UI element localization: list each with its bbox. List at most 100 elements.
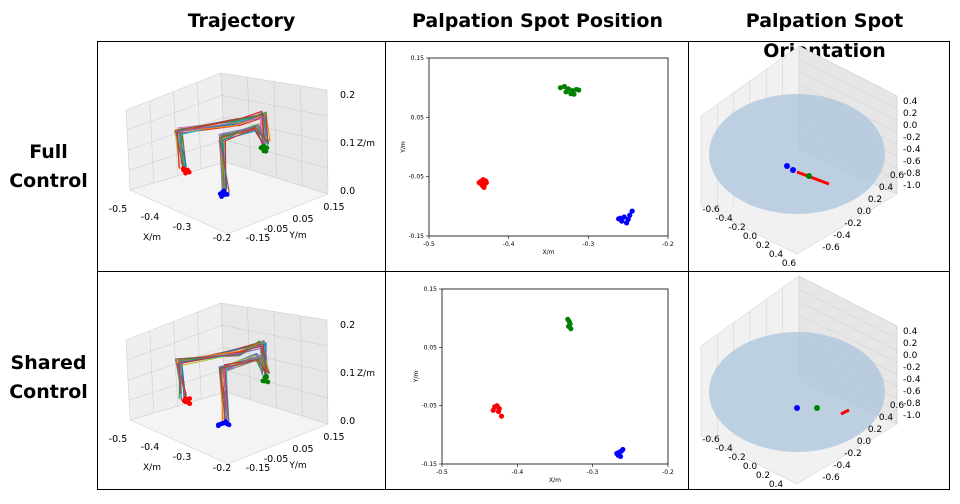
plot-area-frame (441, 288, 669, 465)
trajectory-line (178, 116, 267, 194)
x-tick-label: -0.2 (662, 241, 674, 248)
data-point-red (495, 408, 502, 415)
z-tick-label: -0.2 (903, 133, 921, 143)
z-tick-label: 0.1 (340, 138, 355, 149)
row-title-line2: Control (9, 170, 88, 192)
x-axis-label: X/m (143, 233, 161, 243)
row-title-full-control: Full Control (0, 138, 97, 196)
column-title-orientation: Palpation Spot Orientation (745, 10, 904, 62)
x-tick-label: -0.3 (582, 241, 594, 248)
orientation-sphere-plot-shared: 0.40.20.0-0.2-0.4-0.6-0.8-1.0-0.6-0.4-0.… (700, 275, 921, 489)
y-axis-label: Y/m (288, 461, 306, 471)
x-tick-label: -0.4 (511, 469, 523, 476)
z-tick-label: -1.0 (903, 181, 921, 191)
z-tick-label: 0.1 (340, 368, 355, 379)
y-tick-label: 0.15 (424, 286, 438, 293)
cluster-point-green (264, 145, 270, 151)
z-tick-label: -0.6 (903, 387, 921, 397)
z-tick-label: 0.0 (340, 416, 355, 427)
grid-divider (385, 41, 386, 490)
x-tick-label: 0.0 (743, 462, 758, 472)
x-tick-label: 0.2 (756, 471, 770, 481)
grid-line (798, 58, 898, 109)
data-point-blue (617, 453, 624, 460)
x-tick-label: -0.2 (728, 223, 746, 233)
cluster-point-green (258, 145, 264, 151)
cluster-point-blue (223, 419, 229, 425)
row-title-line2: Control (9, 381, 88, 403)
z-tick-label: 0.2 (903, 339, 917, 349)
x-tick-label: -0.4 (715, 214, 733, 224)
x-tick-label: 0.4 (769, 480, 784, 489)
z-axis-label: Z/m (357, 139, 375, 149)
trajectory-3d-plot-shared: -0.5 -0.4 -0.3 -0.2 X/m 0.15 0.05-0.05-0.15 Y/m… (109, 302, 375, 474)
grid-line (798, 314, 898, 363)
grid-line (300, 315, 303, 417)
grid-line (221, 95, 328, 117)
z-tick-label: -0.8 (903, 399, 921, 409)
y-tick-label: -0.15 (246, 233, 271, 244)
x-tick-label: -0.4 (141, 442, 160, 453)
cluster-point-green (814, 405, 820, 411)
y-tick-label: 0.05 (292, 444, 313, 455)
grid-line (221, 325, 328, 347)
data-point-blue (621, 214, 627, 220)
y-tick-label: 0.2 (868, 425, 882, 435)
data-point-blue (627, 212, 633, 218)
data-point-green (571, 91, 577, 97)
x-axis-label: X/m (549, 477, 561, 484)
grid-line (197, 312, 202, 400)
y-tick-label: 0.15 (323, 432, 344, 443)
y-tick-label: -0.4 (833, 461, 851, 471)
column-title-position: Palpation Spot Position (412, 10, 663, 32)
x-tick-label: -0.4 (503, 241, 515, 248)
cluster-point-red (180, 166, 186, 171)
y-tick-label: -0.2 (844, 219, 862, 229)
y-tick-label: -0.2 (844, 449, 862, 459)
y-tick-label: -0.05 (264, 454, 289, 465)
cluster-point-red (183, 170, 189, 176)
x-tick-label: 0.0 (743, 232, 758, 242)
y-tick-label: -0.05 (421, 403, 437, 410)
z-tick-label: 0.0 (903, 121, 918, 131)
z-tick-label: 0.2 (340, 320, 355, 331)
row-title-shared-control: Shared Control (0, 349, 97, 407)
y-axis-label: Y/m (400, 141, 407, 154)
row-title-line1: Shared (10, 352, 87, 374)
x-tick-label: -0.2 (213, 233, 232, 244)
data-point-green (557, 85, 564, 91)
y-tick-label: -0.6 (822, 473, 840, 483)
y-tick-label: 0.6 (890, 401, 905, 411)
grid-line (798, 301, 898, 351)
data-point-blue (629, 208, 635, 214)
cluster-point-blue (222, 192, 227, 198)
data-point-green (576, 87, 582, 93)
data-point-blue (620, 446, 626, 453)
cluster-point-blue (784, 163, 790, 169)
x-tick-label: -0.5 (109, 434, 128, 445)
x-tick-label: -0.4 (141, 212, 160, 223)
grid-line (798, 71, 898, 121)
z-tick-label: -0.8 (903, 169, 921, 179)
grid-line (798, 288, 898, 339)
z-tick-label: 0.4 (903, 97, 918, 107)
data-point-red (498, 413, 505, 419)
x-tick-label: -0.4 (715, 444, 733, 454)
x-tick-label: 0.6 (782, 259, 797, 269)
cluster-point-blue (218, 421, 224, 427)
data-point-blue (623, 220, 630, 226)
y-tick-label: 0.15 (411, 55, 425, 62)
x-tick-label: -0.6 (702, 205, 720, 215)
z-tick-label: -0.2 (903, 363, 921, 373)
grid-divider (688, 41, 689, 490)
cluster-points-red (840, 408, 850, 416)
position-scatter-plot-full: -0.5 -0.4 -0.3 -0.2 0.15 0.05 -0.05 -0.15 X/m Y/m (400, 55, 674, 256)
figure-grid (97, 41, 950, 490)
x-tick-label: -0.3 (587, 469, 599, 476)
y-tick-label: 0.05 (411, 114, 425, 121)
cluster-point-red (187, 396, 193, 402)
data-point-red (478, 181, 485, 187)
y-tick-label: 0.05 (292, 214, 313, 225)
x-tick-label: -0.3 (173, 222, 192, 233)
y-tick-label: -0.15 (421, 461, 437, 468)
